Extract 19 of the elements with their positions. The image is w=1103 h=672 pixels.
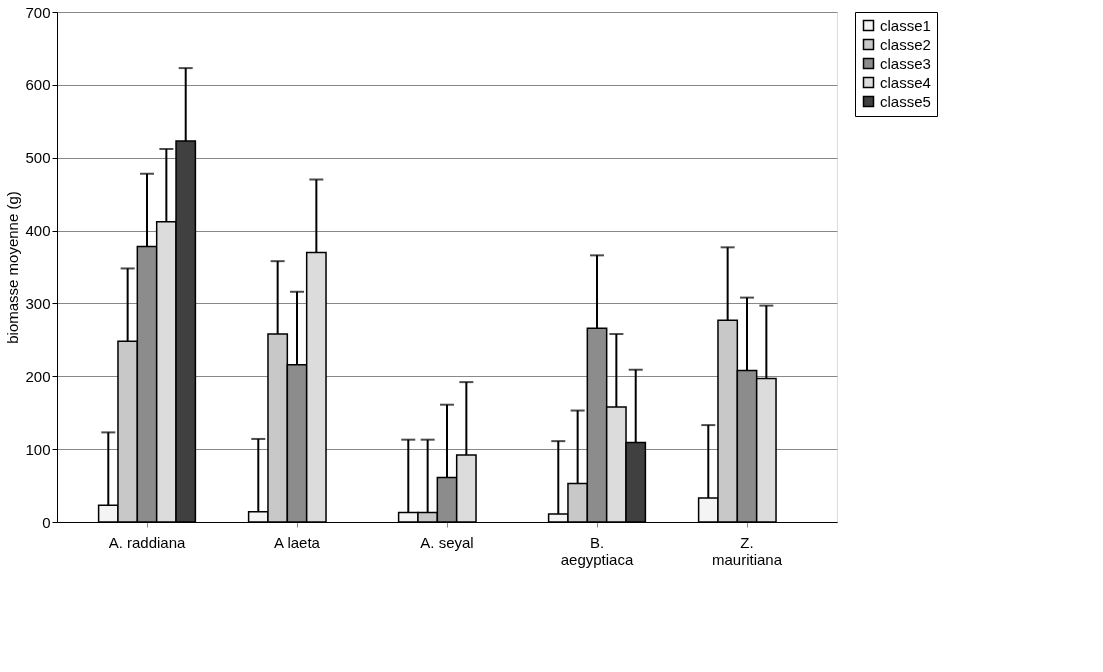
y-tick-label: 0 <box>42 513 51 531</box>
y-axis-title: biomasse moyenne (g) <box>4 191 22 344</box>
legend-label: classe3 <box>880 54 931 72</box>
x-tick-label: A. raddiana <box>108 533 187 551</box>
y-tick-label: 300 <box>25 294 51 312</box>
y-tick-label: 400 <box>25 222 51 240</box>
y-tick-label: 600 <box>25 76 51 94</box>
x-tick-label: B. aegyptiaca <box>560 533 634 568</box>
x-tick-label: A laeta <box>274 533 321 551</box>
y-tick-label: 500 <box>25 149 51 167</box>
legend-label: classe4 <box>880 73 931 91</box>
legend-label: classe2 <box>880 35 931 53</box>
legend-label: classe5 <box>880 92 931 110</box>
legend-label: classe1 <box>880 16 931 34</box>
x-tick-label: Z. mauritiana <box>711 533 783 568</box>
y-tick-label: 100 <box>25 440 51 458</box>
y-tick-label: 200 <box>25 367 51 385</box>
y-tick-label: 700 <box>25 3 51 21</box>
x-tick-label: A. seyal <box>420 533 474 551</box>
